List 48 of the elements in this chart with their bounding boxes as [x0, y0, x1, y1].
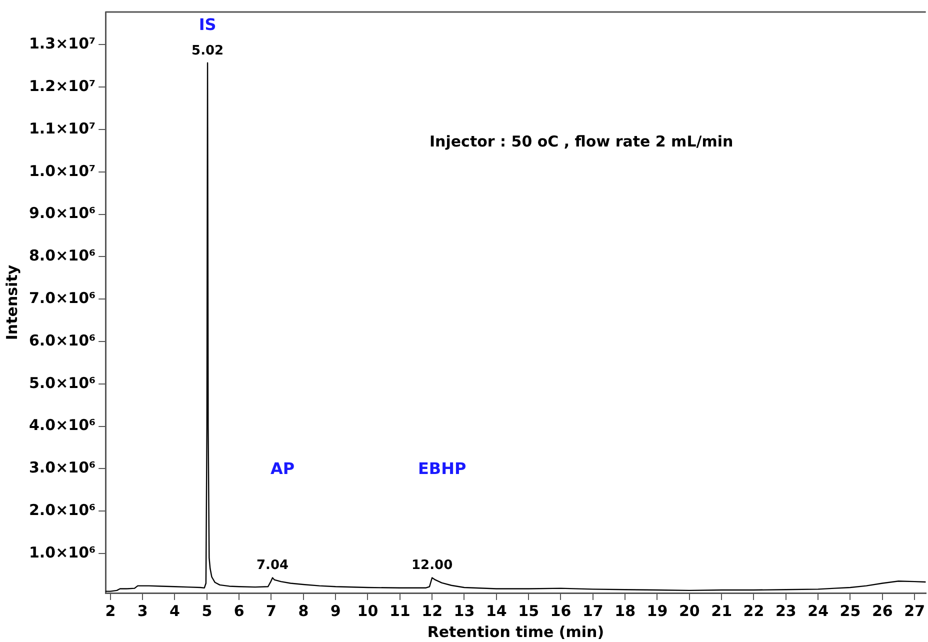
- x-tick-label: 7: [266, 602, 276, 620]
- x-tick-label: 9: [330, 602, 341, 620]
- x-tick-label: 21: [711, 602, 732, 620]
- x-tick-label: 25: [840, 602, 861, 620]
- y-tick-label: 2.0×10⁶: [28, 501, 96, 520]
- x-tick-label: 10: [357, 602, 378, 620]
- x-tick-label: 14: [486, 602, 507, 620]
- y-tick-label: 1.1×10⁷: [28, 119, 96, 138]
- annotation: 7.04: [256, 558, 289, 574]
- x-tick-label: 3: [137, 602, 148, 620]
- x-tick-label: 11: [389, 602, 410, 620]
- y-tick-label: 4.0×10⁶: [28, 416, 96, 434]
- annotation: EBHP: [418, 458, 466, 478]
- annotation: AP: [270, 458, 295, 478]
- y-axis-title: Intensity: [2, 264, 21, 340]
- y-tick-label: 1.2×10⁷: [28, 76, 96, 95]
- annotation: Injector : 50 oC , flow rate 2 mL/min: [429, 132, 734, 151]
- x-axis-title: Retention time (min): [427, 622, 604, 641]
- annotation: 5.02: [192, 43, 224, 58]
- x-tick-label: 2: [105, 602, 116, 620]
- x-tick-label: 27: [904, 602, 925, 620]
- y-tick-label: 3.0×10⁶: [28, 458, 96, 477]
- x-tick-label: 18: [614, 602, 636, 620]
- x-tick-label: 6: [234, 602, 244, 620]
- x-tick-label: 22: [743, 602, 764, 620]
- x-tick-label: 17: [582, 602, 604, 620]
- x-tick-label: 13: [454, 602, 475, 620]
- y-tick-label: 7.0×10⁶: [28, 289, 96, 307]
- x-tick-label: 12: [422, 602, 443, 620]
- y-tick-label: 6.0×10⁶: [28, 331, 96, 350]
- x-tick-label: 23: [775, 602, 796, 620]
- annotation: 12.00: [412, 558, 453, 574]
- y-tick-label: 1.0×10⁷: [28, 162, 96, 180]
- x-tick-label: 19: [646, 602, 668, 620]
- x-tick-label: 15: [518, 602, 540, 620]
- y-tick-label: 1.0×10⁶: [28, 543, 96, 562]
- y-tick-label: 1.3×10⁷: [28, 34, 96, 53]
- x-tick-label: 24: [808, 602, 828, 620]
- annotation: IS: [198, 15, 216, 34]
- x-tick-label: 16: [550, 602, 572, 620]
- x-tick-label: 5: [202, 602, 212, 620]
- x-tick-label: 26: [872, 602, 893, 620]
- x-tick-label: 20: [678, 602, 700, 620]
- x-tick-label: 8: [298, 602, 309, 620]
- y-tick-label: 9.0×10⁶: [28, 204, 96, 222]
- y-tick-label: 8.0×10⁶: [28, 246, 96, 265]
- x-tick-label: 4: [170, 602, 180, 620]
- y-tick-label: 5.0×10⁶: [28, 374, 96, 392]
